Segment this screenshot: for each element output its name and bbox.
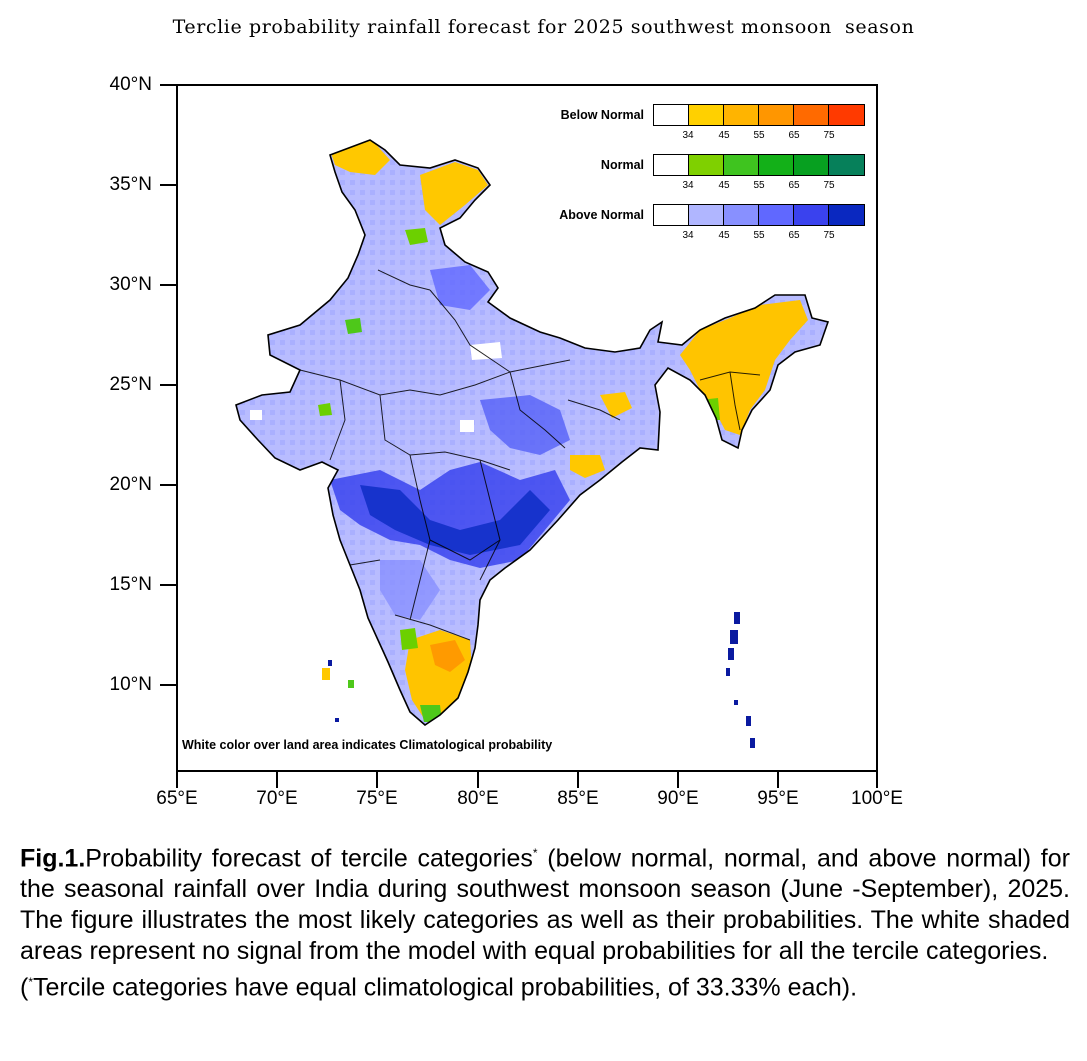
legend-row-below-normal: Below Normal 34 45 55 65 75 — [520, 104, 870, 144]
caption-text: Probability forecast of tercile categori… — [85, 844, 533, 873]
legend-row-above-normal: Above Normal 34 45 55 65 75 — [520, 204, 870, 244]
x-tick — [477, 772, 479, 788]
x-tick — [876, 772, 878, 788]
legend-color-swatch — [724, 105, 759, 125]
color-bar — [653, 104, 865, 126]
legend-color-swatch — [794, 155, 829, 175]
y-axis-label: 25°N — [109, 374, 152, 395]
x-axis-label: 95°E — [757, 788, 799, 809]
climatology-note: White color over land area indicates Cli… — [182, 738, 553, 752]
legend-tick: 55 — [753, 230, 765, 241]
map-title: Terclie probability rainfall forecast fo… — [172, 16, 915, 38]
legend-color-swatch — [689, 105, 724, 125]
x-tick — [577, 772, 579, 788]
legend-label: Above Normal — [559, 208, 644, 222]
y-tick — [160, 184, 176, 186]
legend-tick: 55 — [753, 180, 765, 191]
color-bar — [653, 204, 865, 226]
y-axis-label: 40°N — [109, 74, 152, 95]
legend-color-swatch — [829, 205, 864, 225]
y-tick — [160, 584, 176, 586]
legend-tick: 34 — [682, 130, 694, 141]
legend-color-swatch — [759, 105, 794, 125]
legend-label: Below Normal — [560, 108, 644, 122]
legend-tick: 65 — [788, 130, 800, 141]
caption-footnote-mark: * — [532, 846, 538, 860]
legend-color-swatch — [724, 205, 759, 225]
y-tick — [160, 484, 176, 486]
y-axis-label: 15°N — [109, 574, 152, 595]
figure-caption: Fig.1.Probability forecast of tercile ca… — [20, 838, 1070, 1004]
caption-text: (below normal, normal, and above normal)… — [20, 844, 1070, 966]
x-tick — [176, 772, 178, 788]
x-axis-label: 75°E — [356, 788, 398, 809]
legend-tick: 65 — [788, 180, 800, 191]
legend-tick: 45 — [718, 230, 730, 241]
legend-color-swatch — [654, 105, 689, 125]
y-axis-label: 20°N — [109, 474, 152, 495]
legend-color-swatch — [689, 155, 724, 175]
caption-note-mark: * — [28, 975, 33, 990]
legend-label: Normal — [600, 158, 644, 172]
legend-color-swatch — [689, 205, 724, 225]
y-tick — [160, 284, 176, 286]
figure-label: Fig.1. — [20, 844, 86, 873]
color-bar — [653, 154, 865, 176]
y-axis-label: 35°N — [109, 174, 152, 195]
x-tick — [276, 772, 278, 788]
legend-color-swatch — [759, 155, 794, 175]
legend-tick: 34 — [682, 230, 694, 241]
legend-color-swatch — [724, 155, 759, 175]
legend-color-swatch — [794, 105, 829, 125]
y-tick — [160, 684, 176, 686]
plot-frame — [176, 84, 878, 772]
x-axis-label: 80°E — [457, 788, 499, 809]
legend-tick: 45 — [718, 130, 730, 141]
legend-tick: 75 — [823, 180, 835, 191]
legend-tick: 45 — [718, 180, 730, 191]
legend-tick: 75 — [823, 230, 835, 241]
x-axis-label: 90°E — [657, 788, 699, 809]
legend-row-normal: Normal 34 45 55 65 75 — [520, 154, 870, 194]
x-axis-label: 85°E — [557, 788, 599, 809]
caption-note-open: ( — [20, 973, 29, 1002]
legend-color-swatch — [654, 155, 689, 175]
legend-color-swatch — [759, 205, 794, 225]
legend-tick: 55 — [753, 130, 765, 141]
y-axis-label: 10°N — [109, 674, 152, 695]
x-axis-label: 65°E — [156, 788, 198, 809]
x-axis-label: 70°E — [256, 788, 298, 809]
y-tick — [160, 384, 176, 386]
x-tick — [777, 772, 779, 788]
legend-tick: 34 — [682, 180, 694, 191]
legend-color-swatch — [794, 205, 829, 225]
legend-tick: 65 — [788, 230, 800, 241]
x-tick — [677, 772, 679, 788]
y-axis-label: 30°N — [109, 274, 152, 295]
y-tick — [160, 84, 176, 86]
x-tick — [376, 772, 378, 788]
caption-note-text: Tercile categories have equal climatolog… — [33, 973, 858, 1002]
legend-color-swatch — [829, 105, 864, 125]
x-axis-label: 100°E — [851, 788, 903, 809]
legend-color-swatch — [829, 155, 864, 175]
legend-color-swatch — [654, 205, 689, 225]
legend-tick: 75 — [823, 130, 835, 141]
